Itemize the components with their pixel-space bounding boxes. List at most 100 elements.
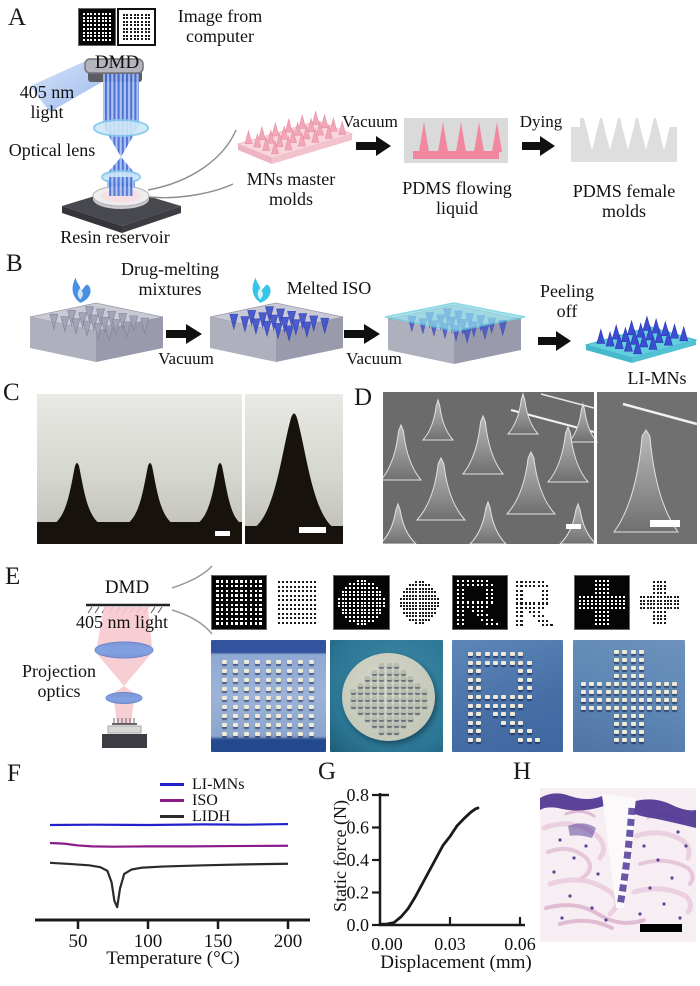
pattern-dot [240,580,243,583]
pattern-dot [516,615,519,618]
pattern-dot [649,603,652,606]
microneedle-dot [492,660,498,665]
microneedle-dot [393,709,399,714]
microneedle-dot [622,690,628,694]
pattern-dot [524,602,527,605]
pattern-dot [434,604,437,607]
pattern-dot [379,597,382,600]
pattern-dot [126,31,129,34]
pattern-dot [140,31,143,34]
pattern-dot [109,16,112,19]
pattern-dot [341,612,344,615]
pattern-dot [421,611,424,614]
pattern-dot [94,27,97,30]
pattern-dot [94,12,97,15]
pattern-dot [249,598,253,602]
pattern-dot [356,590,359,593]
pattern-dot [356,608,359,611]
pattern-dot [371,590,374,593]
pattern-dot [282,581,284,584]
pattern-dot [399,604,402,607]
y-tick-label: 0.6 [347,818,370,838]
pattern-dot [302,585,304,588]
pattern-dot [424,591,427,594]
pattern-dot [583,607,585,610]
microneedle-dot [421,689,427,694]
microneedle-dot [501,695,507,699]
pattern-dot [471,601,474,604]
pattern-dot [314,599,316,602]
pattern-dot [240,608,243,611]
pattern-dot [368,590,371,593]
microneedle-dot [630,738,636,742]
pattern-dot [249,594,253,597]
pattern-dot [462,597,465,600]
pattern-dot [130,27,133,30]
microneedle-dot [509,652,515,657]
pattern-dot [486,622,489,625]
microneedle-dot [501,720,507,725]
pattern-dot [245,584,248,588]
pattern-dot [90,20,93,23]
microneedle-dot [243,713,249,718]
pattern-dot [490,622,494,625]
microneedle-dot [365,709,371,714]
pattern-dot [663,610,666,613]
pattern-dot [122,27,125,30]
pattern-dot [427,598,430,601]
pattern-dot [660,599,663,602]
pattern-dot [90,24,93,27]
pattern-dot [457,614,460,617]
pattern-dot [660,610,663,613]
pdms-flowing-graphic [404,118,508,163]
panel-f-letter: F [7,760,21,787]
arrow-icon [356,136,391,156]
microneedle-dot [605,690,611,694]
microneedle-dot [254,731,260,736]
microneedle-dot [484,652,490,657]
label-li-mns: LI-MNs [627,368,687,388]
microneedle-dot [243,722,249,727]
pattern-dot [221,584,224,588]
pattern-dot [356,623,359,626]
pattern-dot [431,591,434,594]
microneedle-dot [509,720,515,725]
microneedle-dot [526,686,532,691]
pattern-dot [137,17,140,20]
legend-row: LIDH [160,808,244,824]
pattern-dot [611,603,613,606]
pattern-dot [105,12,108,15]
pattern-dot [476,605,479,608]
pattern-dot [341,601,344,604]
microneedle-dot [372,709,378,714]
microneedle-dot [351,696,357,700]
panel-e-letter: E [5,563,21,590]
pattern-dot [352,597,355,600]
microneedle-dot [243,659,249,664]
pattern-dot [379,594,382,597]
pattern-dot [240,594,243,597]
pattern-dot [415,618,418,621]
pattern-dot [660,588,663,591]
pattern-dot [619,599,621,602]
pattern-dot [294,603,296,606]
pattern-dot [90,16,93,19]
microneedle-dot [414,689,420,694]
pattern-dot [490,592,494,595]
pattern-dot [607,583,609,586]
panel-c-letter: C [3,379,20,406]
pattern-dot [306,585,308,588]
pattern-dot [144,27,147,30]
microneedle-dot [221,722,227,727]
pattern-dot [240,603,243,607]
pattern-dot [486,588,489,591]
pattern-dot [421,615,424,618]
pattern-dot [415,598,418,601]
pattern-dot [356,594,359,597]
pattern-dot [481,614,484,617]
pattern-dot [424,601,427,604]
pattern-dot [144,24,147,27]
pattern-dot [109,12,112,15]
pattern-dot [427,615,430,618]
pattern-dot [310,603,312,606]
